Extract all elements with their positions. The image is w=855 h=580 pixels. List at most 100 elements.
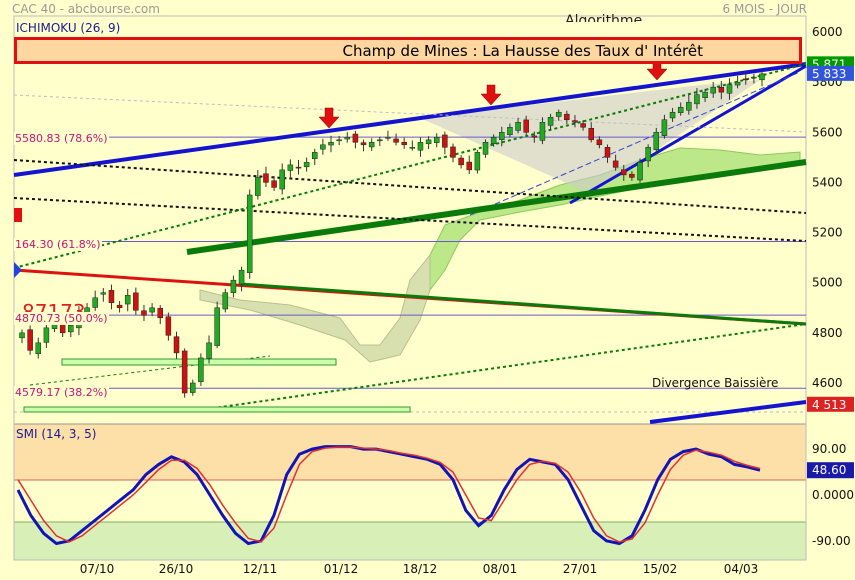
candle-body-44 — [377, 139, 383, 142]
candle-body-77 — [645, 147, 651, 162]
candle-body-83 — [694, 94, 700, 105]
candle-body-39 — [336, 139, 342, 142]
candle-body-33 — [287, 164, 294, 171]
candle-body-63 — [531, 135, 538, 138]
smi-tick-2: -90.00 — [812, 534, 851, 548]
y-tick-4600: 4600 — [812, 376, 843, 390]
candle-body-88 — [734, 81, 741, 86]
source-label: CAC 40 - abcbourse.com — [12, 2, 160, 16]
candle-body-30 — [263, 173, 269, 183]
candle-body-81 — [677, 106, 684, 113]
candle-body-68 — [572, 120, 578, 123]
candle-body-49 — [417, 142, 424, 151]
candle-body-62 — [523, 119, 529, 133]
x-tick-4: 18/12 — [403, 562, 438, 576]
y-tick-6000: 6000 — [812, 25, 843, 39]
candle-body-42 — [360, 142, 367, 146]
candle-body-36 — [311, 152, 318, 159]
candle-body-0 — [19, 332, 25, 339]
fib-label-618: 164.30 (61.8%) — [14, 238, 102, 251]
smi-title: SMI (14, 3, 5) — [16, 427, 97, 441]
smi-oversold-zone — [14, 522, 806, 560]
arrow-down-2 — [480, 84, 502, 106]
candle-body-26 — [230, 279, 237, 294]
trend-lines — [13, 62, 807, 424]
smi-tick-0: 90.00 — [812, 442, 846, 456]
candle-body-52 — [442, 134, 448, 148]
candle-body-6 — [68, 325, 74, 333]
candle-body-1 — [27, 329, 33, 351]
smi-overbought-zone — [14, 424, 806, 480]
candle-body-9 — [92, 297, 98, 308]
candle-body-23 — [206, 342, 212, 359]
candle-body-72 — [604, 147, 611, 158]
candle-body-12 — [116, 304, 123, 309]
candle-body-70 — [588, 128, 594, 141]
candle-body-56 — [474, 152, 481, 171]
candle-body-76 — [637, 162, 643, 181]
green-thick-trend — [186, 159, 807, 255]
x-tick-1: 26/10 — [159, 562, 194, 576]
x-tick-2: 12/11 — [243, 562, 278, 576]
support-box-2 — [23, 406, 411, 413]
smi-series-1 — [17, 446, 761, 543]
candle-body-20 — [181, 350, 188, 394]
candle-body-46 — [393, 138, 399, 143]
candle-body-73 — [612, 160, 619, 168]
candle-body-13 — [124, 294, 131, 305]
candle-body-21 — [190, 382, 196, 393]
y-tick-4800: 4800 — [812, 326, 843, 340]
fib-label-382: 4579.17 (38.2%) — [14, 386, 109, 399]
candle-body-28 — [246, 194, 253, 273]
candle-body-27 — [238, 269, 245, 285]
smi-tick-1: 0.0000 — [812, 488, 854, 502]
divergence-label: Divergence Baissière — [652, 376, 779, 390]
y-tick-5400: 5400 — [812, 175, 843, 189]
candle-body-29 — [255, 177, 261, 196]
x-tick-0: 07/10 — [80, 562, 115, 576]
candle-body-25 — [222, 292, 229, 310]
candle-body-3 — [43, 327, 50, 343]
x-tick-7: 15/02 — [643, 562, 678, 576]
left-marker-blue — [14, 262, 22, 278]
y-tick-5600: 5600 — [812, 125, 843, 139]
candle-body-14 — [133, 292, 139, 311]
candle-body-74 — [621, 169, 627, 176]
candle-body-35 — [303, 162, 310, 168]
candle-body-66 — [555, 111, 562, 117]
headline-banner: Champ de Mines : La Hausse des Taux d' I… — [14, 37, 802, 64]
period-label: 6 MOIS - JOUR — [722, 2, 807, 16]
candle-body-80 — [669, 111, 676, 119]
green-dotted-3 — [29, 355, 271, 386]
candle-body-24 — [214, 307, 220, 346]
price-tag-2: 4 513 — [812, 398, 846, 412]
candle-body-51 — [433, 137, 440, 143]
fib-label-786: 5580.83 (78.6%) — [14, 132, 109, 145]
candle-body-45 — [385, 137, 391, 139]
price-tag-bg-1 — [807, 65, 854, 81]
candle-body-15 — [141, 310, 147, 316]
candle-body-53 — [450, 146, 456, 158]
candle-body-43 — [368, 142, 375, 148]
candle-body-19 — [173, 336, 180, 354]
green-resistance — [239, 282, 807, 326]
candle-body-71 — [596, 139, 603, 146]
candle-body-37 — [320, 144, 326, 150]
blue-dashdot-trend — [469, 71, 801, 216]
blue-divergence — [649, 400, 807, 424]
candle-body-17 — [157, 308, 163, 319]
candle-body-48 — [409, 147, 416, 149]
green-dotted-2 — [199, 323, 807, 411]
left-marker-red — [14, 208, 22, 222]
candle-body-59 — [499, 132, 505, 140]
x-tick-6: 27/01 — [563, 562, 598, 576]
candle-body-11 — [108, 290, 115, 304]
ichimoku-title: ICHIMOKU (26, 9) — [16, 21, 121, 35]
smi-lines — [16, 445, 761, 546]
smi-series-0 — [16, 445, 761, 546]
smi-tag-bg — [807, 462, 854, 479]
candle-body-10 — [100, 292, 107, 295]
blue-upper-trend — [13, 62, 807, 177]
candle-body-50 — [425, 139, 432, 145]
